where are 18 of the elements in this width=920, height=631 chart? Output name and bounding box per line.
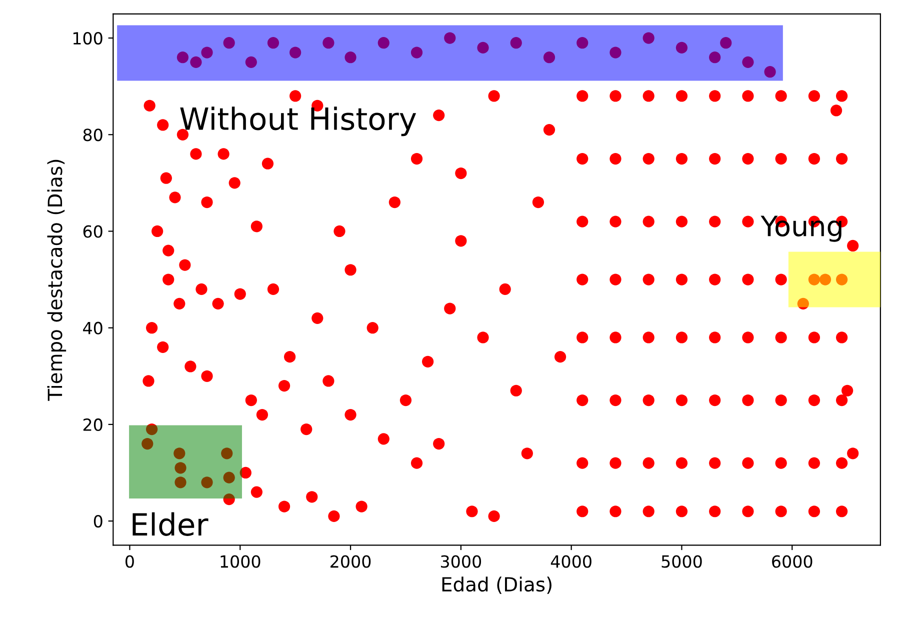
x-axis-title: Edad (Dias) bbox=[442, 576, 552, 594]
y-tick-label: 20 bbox=[83, 418, 102, 432]
y-tick-label: 60 bbox=[83, 225, 102, 238]
y-tick-label: 100 bbox=[73, 32, 102, 45]
x-tick-label: 6000 bbox=[772, 555, 812, 568]
y-tick-label: 40 bbox=[83, 322, 102, 334]
x-tick-label: 1000 bbox=[220, 555, 260, 568]
y-tick-label: 0 bbox=[94, 514, 102, 528]
x-tick-label: 0 bbox=[126, 555, 134, 568]
band-label: Elder bbox=[132, 512, 208, 536]
x-tick-label: 4000 bbox=[550, 555, 592, 568]
band-label: Young bbox=[760, 216, 842, 242]
x-tick-label: 5000 bbox=[662, 555, 702, 568]
x-tick-label: 2000 bbox=[330, 555, 371, 568]
band-label: Without History bbox=[180, 106, 416, 136]
y-axis-title: Tiempo destacado (Dias) bbox=[47, 160, 66, 401]
x-tick-label: 3000 bbox=[440, 555, 482, 568]
y-tick-label: 80 bbox=[83, 128, 102, 142]
